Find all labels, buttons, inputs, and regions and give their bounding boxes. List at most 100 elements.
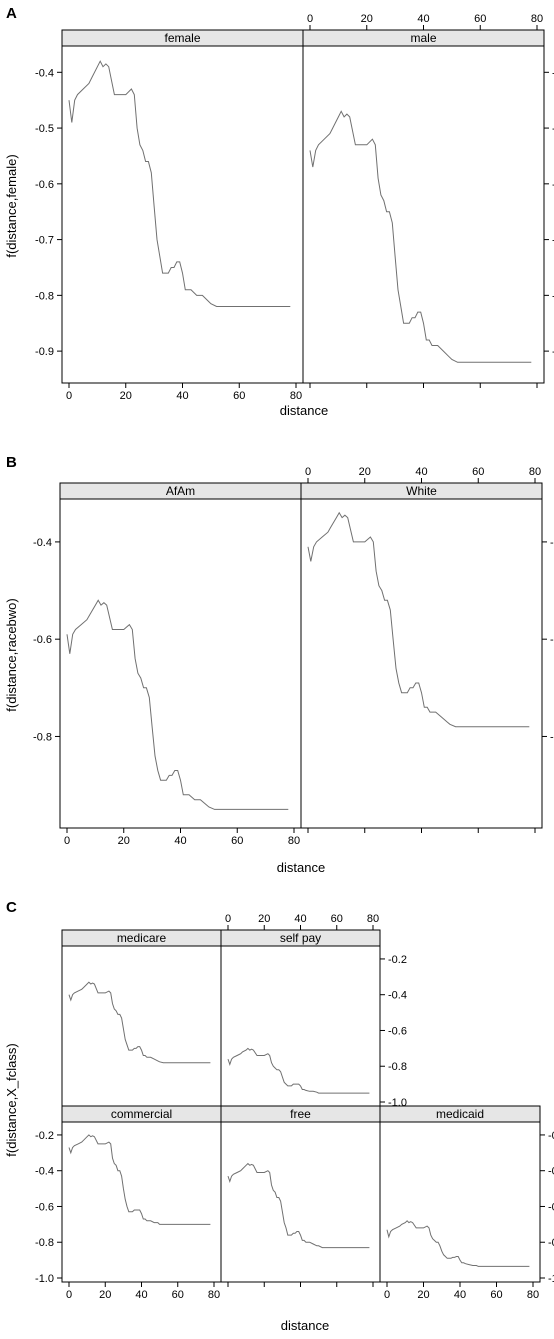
y-tick-label: -0.8 xyxy=(35,1237,54,1249)
y-tick-label: -0.8 xyxy=(35,290,54,302)
x-tick-label: 20 xyxy=(118,835,130,847)
x-tick-label: 80 xyxy=(208,1289,220,1301)
facet-frame xyxy=(220,929,381,1107)
y-tick-label: -0.8 xyxy=(548,1237,554,1249)
x-tick-label: 20 xyxy=(258,913,270,925)
y-tick-label: -0.9 xyxy=(552,346,554,358)
x-tick-label: 0 xyxy=(66,1289,72,1301)
x-tick-label: 20 xyxy=(120,390,132,402)
x-tick-label: 60 xyxy=(231,835,243,847)
y-tick-label: -0.7 xyxy=(552,235,554,247)
x-tick-label: 0 xyxy=(384,1289,390,1301)
facet-strip-label: free xyxy=(290,1107,311,1121)
y-tick-label: -0.7 xyxy=(35,235,54,247)
y-tick-label: -0.4 xyxy=(548,1166,554,1178)
y-axis-title: f(distance,female) xyxy=(4,154,19,257)
facet-frame xyxy=(379,1105,541,1283)
y-tick-label: -1.0 xyxy=(35,1273,54,1285)
series-line-medicare xyxy=(68,981,211,1064)
facet-frame xyxy=(61,929,222,1107)
y-tick-label: -0.5 xyxy=(35,123,54,135)
facet-strip-label: male xyxy=(410,31,436,45)
x-tick-label: 60 xyxy=(490,1289,502,1301)
x-tick-label: 80 xyxy=(531,13,543,25)
y-tick-label: -0.8 xyxy=(388,1061,407,1073)
x-tick-label: 40 xyxy=(454,1289,466,1301)
y-axis-title: f(distance,X_fclass) xyxy=(4,1043,19,1156)
y-tick-label: -0.6 xyxy=(550,634,554,646)
x-tick-label: 60 xyxy=(331,913,343,925)
x-axis-title: distance xyxy=(281,1318,329,1333)
y-tick-label: -0.9 xyxy=(35,346,54,358)
x-tick-label: 80 xyxy=(529,466,541,478)
x-tick-label: 60 xyxy=(474,13,486,25)
x-tick-label: 80 xyxy=(288,835,300,847)
x-tick-label: 40 xyxy=(135,1289,147,1301)
facet-strip-label: self pay xyxy=(280,931,321,945)
facet-frame xyxy=(61,1105,222,1283)
y-tick-label: -0.4 xyxy=(552,67,554,79)
series-line-free xyxy=(227,1162,370,1249)
panel-label-C: C xyxy=(6,899,17,916)
x-tick-label: 20 xyxy=(361,13,373,25)
series-line-male xyxy=(309,110,532,363)
y-tick-label: -0.8 xyxy=(33,731,52,743)
y-tick-label: -0.8 xyxy=(552,290,554,302)
x-axis-title: distance xyxy=(280,403,328,418)
y-tick-label: -0.4 xyxy=(388,990,407,1002)
x-tick-label: 20 xyxy=(99,1289,111,1301)
x-tick-label: 0 xyxy=(225,913,231,925)
x-tick-label: 80 xyxy=(527,1289,539,1301)
y-tick-label: -1.0 xyxy=(548,1273,554,1285)
y-tick-label: -0.5 xyxy=(552,123,554,135)
y-tick-label: -0.6 xyxy=(548,1201,554,1213)
y-tick-label: -0.6 xyxy=(35,1201,54,1213)
x-tick-label: 80 xyxy=(290,390,302,402)
y-tick-label: -0.2 xyxy=(548,1130,554,1142)
series-line-AfAm xyxy=(66,599,289,810)
panel-label-A: A xyxy=(6,5,17,22)
y-tick-label: -0.6 xyxy=(33,634,52,646)
x-tick-label: 40 xyxy=(415,466,427,478)
facet-strip-label: White xyxy=(406,484,437,498)
series-line-female xyxy=(68,60,291,307)
series-line-medicaid xyxy=(386,1220,530,1267)
x-tick-label: 0 xyxy=(66,390,72,402)
x-tick-label: 20 xyxy=(359,466,371,478)
y-tick-label: -0.2 xyxy=(35,1130,54,1142)
y-tick-label: -0.6 xyxy=(35,179,54,191)
series-line-commercial xyxy=(68,1134,211,1225)
x-tick-label: 20 xyxy=(417,1289,429,1301)
facet-frame xyxy=(61,29,304,384)
facet-frame xyxy=(59,482,302,829)
facet-strip-label: medicaid xyxy=(436,1107,484,1121)
y-tick-label: -0.4 xyxy=(33,537,52,549)
y-tick-label: -0.8 xyxy=(550,731,554,743)
series-line-White xyxy=(307,511,530,728)
x-tick-label: 0 xyxy=(64,835,70,847)
facet-frame xyxy=(220,1105,381,1283)
facet-strip-label: commercial xyxy=(111,1107,172,1121)
x-tick-label: 60 xyxy=(172,1289,184,1301)
x-tick-label: 40 xyxy=(417,13,429,25)
y-tick-label: -0.2 xyxy=(388,954,407,966)
y-tick-label: -0.4 xyxy=(550,537,554,549)
series-line-self-pay xyxy=(227,1047,370,1094)
facet-strip-label: medicare xyxy=(117,931,167,945)
facet-strip-label: female xyxy=(164,31,200,45)
x-tick-label: 0 xyxy=(305,466,311,478)
panel-label-B: B xyxy=(6,454,17,471)
y-tick-label: -0.4 xyxy=(35,1166,54,1178)
facet-frame xyxy=(302,29,545,384)
y-axis-title: f(distance,racebwo) xyxy=(4,598,19,711)
x-tick-label: 80 xyxy=(367,913,379,925)
x-tick-label: 60 xyxy=(472,466,484,478)
x-tick-label: 0 xyxy=(307,13,313,25)
facet-frame xyxy=(300,482,543,829)
y-tick-label: -0.6 xyxy=(388,1025,407,1037)
x-tick-label: 40 xyxy=(174,835,186,847)
x-tick-label: 60 xyxy=(233,390,245,402)
x-tick-label: 40 xyxy=(176,390,188,402)
facet-strip-label: AfAm xyxy=(166,484,195,498)
